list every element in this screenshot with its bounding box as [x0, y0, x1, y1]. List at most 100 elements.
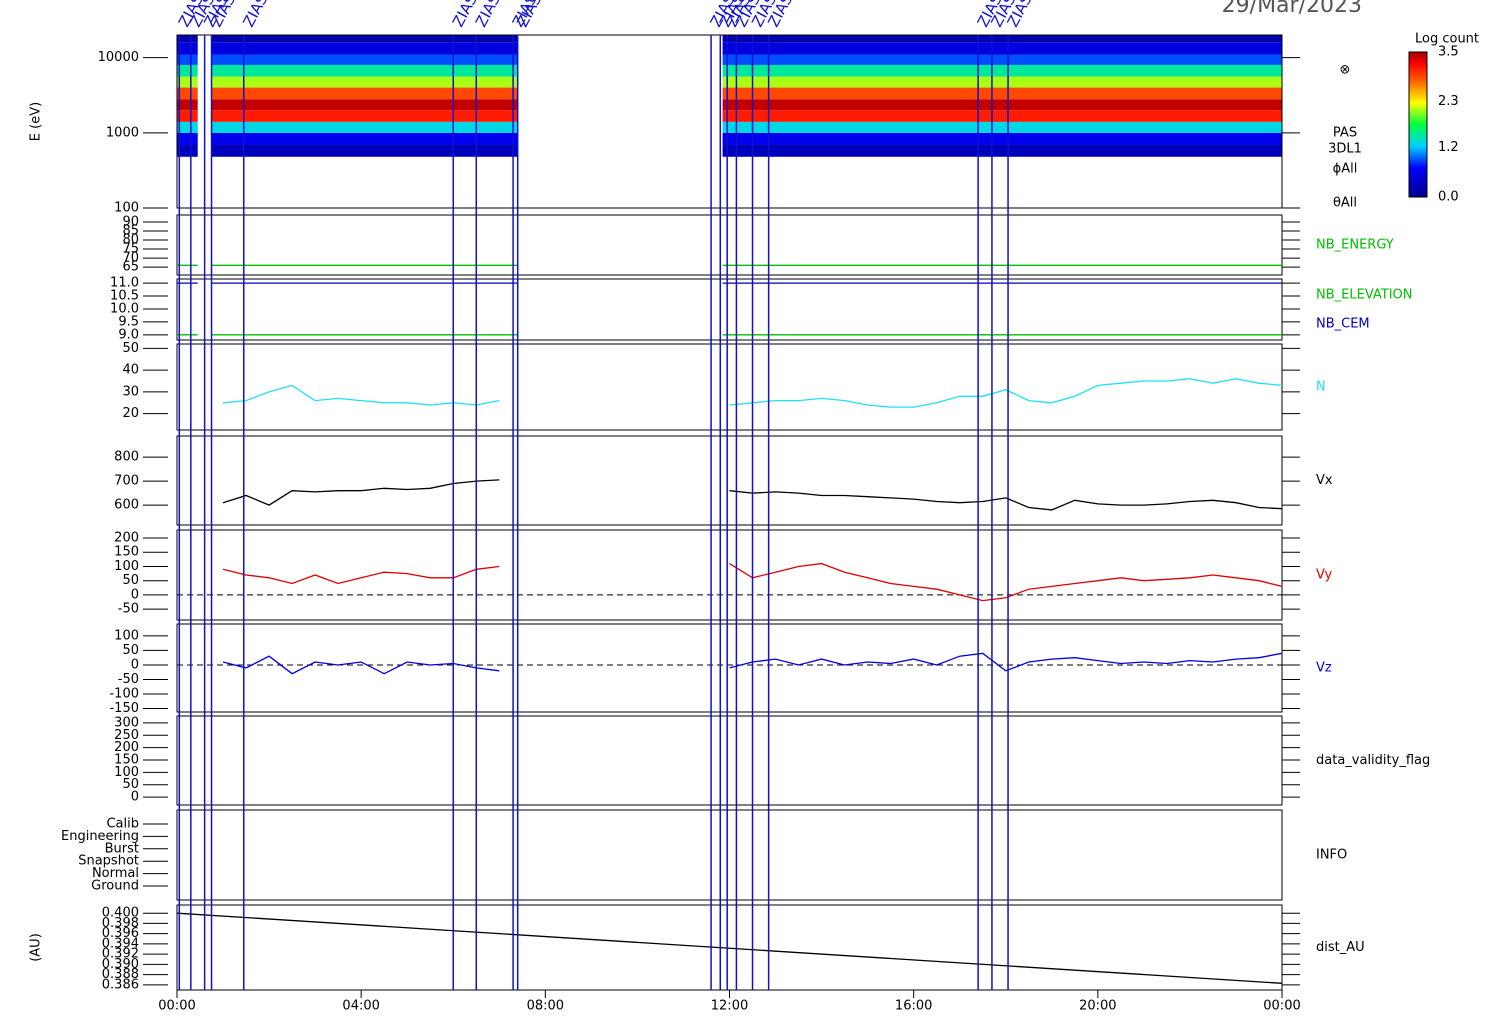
y-tick-label: -150: [109, 701, 139, 716]
y-tick-label: 10.5: [110, 289, 139, 304]
spectrogram-cell: [177, 110, 198, 122]
y-tick-label: 100: [114, 628, 139, 643]
panel-frame: [176, 809, 1283, 901]
y-tick-label: 0.394: [102, 936, 139, 951]
spectrogram-cell: [177, 35, 198, 43]
y-tick-label: 9.5: [118, 314, 139, 329]
category-label: Calib: [106, 817, 139, 832]
y-tick-label: 200: [114, 740, 139, 755]
category-label: Burst: [105, 841, 139, 856]
y-tick-label: 0.396: [102, 926, 139, 941]
spectrogram-cell: [177, 99, 198, 111]
series-label: NB_ENERGY: [1316, 238, 1394, 253]
x-tick-label: 08:00: [527, 999, 564, 1014]
panel-annotation: PAS: [1333, 126, 1357, 141]
spectrogram-cell: [722, 35, 1282, 43]
colorbar-tick-label: 0.0: [1438, 190, 1459, 205]
y-tick-label: 300: [114, 715, 139, 730]
y-tick-label: 0.398: [102, 916, 139, 931]
y-tick-label: 200: [114, 530, 139, 545]
spectrogram-cell: [211, 121, 518, 133]
category-label: Snapshot: [78, 854, 139, 869]
x-tick-label: 00:00: [1263, 999, 1300, 1014]
spectrogram-cell: [722, 54, 1282, 65]
series-label: Vx: [1316, 473, 1333, 488]
y-tick-label: 10000: [98, 50, 139, 65]
panel-label: INFO: [1316, 848, 1347, 863]
y-tick-label: 9.0: [118, 327, 139, 342]
spectrogram-cell: [211, 87, 518, 100]
y-tick-label: 150: [114, 545, 139, 560]
spectrogram-cell: [722, 132, 1282, 145]
spectrogram-cell: [211, 99, 518, 111]
y-tick-label: 50: [122, 777, 139, 792]
spectrogram-cell: [177, 64, 198, 77]
spectrogram-cell: [722, 42, 1282, 55]
spectrogram-cell: [722, 121, 1282, 133]
y-tick-label: 700: [114, 474, 139, 489]
spectrogram-cell: [177, 87, 198, 100]
y-tick-label: 11.0: [110, 276, 139, 291]
y-tick-label: -100: [109, 686, 139, 701]
panel-frame: [176, 529, 1283, 621]
series-label: dist_AU: [1316, 940, 1365, 955]
spectrogram-cell: [722, 99, 1282, 111]
y-tick-label: 50: [122, 573, 139, 588]
panel-frame: [176, 343, 1283, 431]
spectrogram-cell: [177, 132, 198, 145]
spectrogram-cell: [211, 110, 518, 122]
panel-frame: [176, 623, 1283, 713]
colorbar-title: Log count: [1415, 32, 1479, 47]
panel-annotation: ϕAll: [1333, 162, 1358, 177]
y-tick-label: 0.388: [102, 967, 139, 982]
y-tick-label: 50: [122, 643, 139, 658]
panel-frame: [176, 214, 1283, 276]
category-label: Engineering: [61, 829, 139, 844]
spectrogram-cell: [211, 35, 518, 43]
panel-frame: [176, 904, 1283, 991]
y-tick-label: 0.390: [102, 957, 139, 972]
x-tick-label: 16:00: [895, 999, 932, 1014]
date: 29/Mar/2023: [1222, 0, 1362, 18]
y-tick-label: 80: [122, 233, 139, 248]
spectrogram-cell: [722, 64, 1282, 77]
spectrogram-cell: [177, 76, 198, 88]
panel-annotation: θAll: [1333, 196, 1357, 211]
y-tick-label: 10.0: [110, 301, 139, 316]
spectrogram-cell: [211, 76, 518, 88]
spectrogram-cell: [722, 76, 1282, 88]
y-tick-label: 0: [131, 790, 139, 805]
spectrogram-cell: [177, 42, 198, 55]
colorbar-tick-label: 2.3: [1438, 94, 1459, 109]
y-tick-label: 800: [114, 450, 139, 465]
spectrogram-cell: [177, 144, 198, 157]
y-tick-label: 100: [114, 201, 139, 216]
spectrogram-cell: [177, 54, 198, 65]
panel-annotation: ⊗: [1340, 63, 1351, 78]
y-tick-label: 65: [122, 260, 139, 275]
spectrogram-cell: [177, 121, 198, 133]
spectrogram-cell: [211, 64, 518, 77]
colorbar: [1408, 51, 1428, 198]
y-tick-label: 250: [114, 728, 139, 743]
category-label: Normal: [92, 866, 139, 881]
y-tick-label: 0: [131, 587, 139, 602]
y-tick-label: 20: [122, 406, 139, 421]
panel-label: data_validity_flag: [1316, 753, 1430, 768]
spectrogram-cell: [722, 87, 1282, 100]
y-tick-label: 150: [114, 753, 139, 768]
x-tick-label: 12:00: [711, 999, 748, 1014]
y-tick-label: 30: [122, 384, 139, 399]
spectrogram-cell: [211, 132, 518, 145]
y-tick-label: -50: [118, 672, 139, 687]
spectrogram-cell: [211, 54, 518, 65]
x-tick-label: 20:00: [1079, 999, 1116, 1014]
y-tick-label: 100: [114, 765, 139, 780]
y-axis-label: E (eV): [29, 102, 44, 141]
y-tick-label: 0: [131, 657, 139, 672]
series-label: Vz: [1316, 661, 1332, 676]
x-tick-label: 04:00: [342, 999, 379, 1014]
colorbar-tick-label: 1.2: [1438, 140, 1459, 155]
colorbar-tick-label: 3.5: [1438, 45, 1459, 60]
y-axis-label: (AU): [29, 933, 44, 962]
